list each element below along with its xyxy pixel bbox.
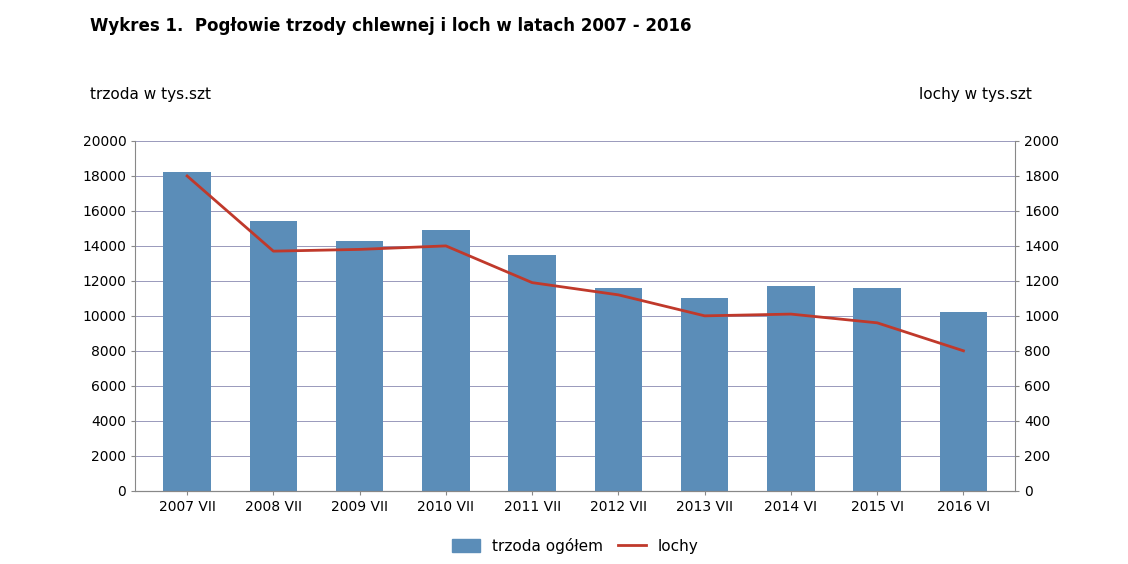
Bar [164,173,211,491]
Bar [336,241,384,491]
Legend: trzoda ogółem, lochy: trzoda ogółem, lochy [446,532,705,560]
Bar [854,288,901,491]
Bar [422,230,469,491]
Bar [249,222,297,491]
Bar [594,288,642,491]
Bar [509,255,556,491]
Bar [940,312,987,491]
Bar [681,298,729,491]
Text: trzoda w tys.szt: trzoda w tys.szt [90,87,211,103]
Bar [767,286,814,491]
Text: lochy w tys.szt: lochy w tys.szt [919,87,1032,103]
Text: Wykres 1.  Pogłowie trzody chlewnej i loch w latach 2007 - 2016: Wykres 1. Pogłowie trzody chlewnej i loc… [90,17,691,35]
